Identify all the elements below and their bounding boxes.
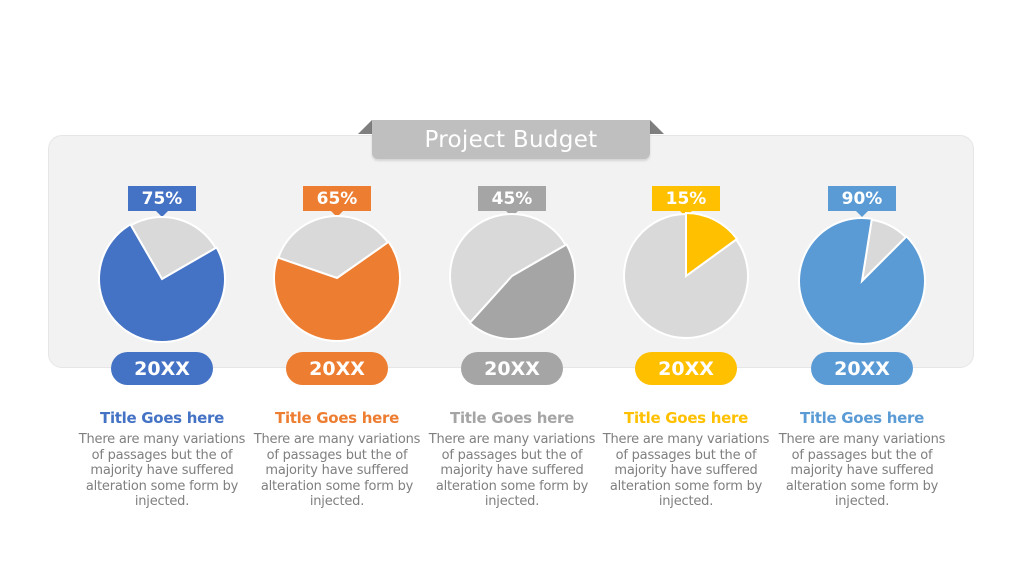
item-title: Title Goes here [800,409,924,427]
year-label: 20XX [286,352,388,385]
item-description: There are many variations of passages bu… [428,432,596,509]
item-title: Title Goes here [450,409,574,427]
item-title: Title Goes here [100,409,224,427]
item-description: There are many variations of passages bu… [253,432,421,509]
pie-slice-remainder [448,212,568,324]
pie-chart [273,215,401,342]
pie-slice-remainder [277,215,390,280]
pie-slice-value [798,217,926,345]
pie-slice-value [273,240,401,342]
item-description: There are many variations of passages bu… [78,432,246,509]
pie-column: 15% 20XX Title Goes here There are many var… [598,0,774,576]
page-title: Project Budget [372,120,650,159]
year-label: 20XX [461,352,563,385]
pie-slice-value [685,211,739,278]
year-label: 20XX [811,352,913,385]
pie-slice-remainder [129,216,218,281]
item-title: Title Goes here [275,409,399,427]
pie-column: 45% 20XX Title Goes here There are many var… [424,0,600,576]
pie-chart [623,211,749,339]
item-description: There are many variations of passages bu… [602,432,770,509]
percent-label-text: 75% [141,188,183,209]
percent-label: 90% [828,186,896,217]
pie-chart [448,212,577,341]
banner-fold-right [650,120,664,134]
item-description: There are many variations of passages bu… [778,432,946,509]
pie-column: 65% 20XX Title Goes here There are many var… [249,0,425,576]
percent-label-text: 15% [665,188,707,209]
pie-chart [798,217,926,345]
percent-label: 65% [303,186,371,217]
percent-label-text: 90% [841,188,883,209]
year-label: 20XX [111,352,213,385]
year-label: 20XX [635,352,737,385]
pie-chart [98,216,226,343]
percent-label-pointer [856,211,868,217]
banner-fold-left [358,120,372,134]
item-title: Title Goes here [624,409,748,427]
pie-column: 90% 20XX Title Goes here There are many var… [774,0,950,576]
percent-label-pointer [156,211,168,217]
percent-label-pointer [331,211,343,217]
percent-label-text: 65% [316,188,358,209]
pie-slice-value [468,243,577,341]
percent-label-text: 45% [491,188,533,209]
pie-slice-value [98,223,226,343]
percent-label: 75% [128,186,196,217]
percent-label: 15% [652,186,720,217]
pie-column: 75% 20XX Title Goes here There are many var… [74,0,250,576]
percent-label: 45% [478,186,546,217]
